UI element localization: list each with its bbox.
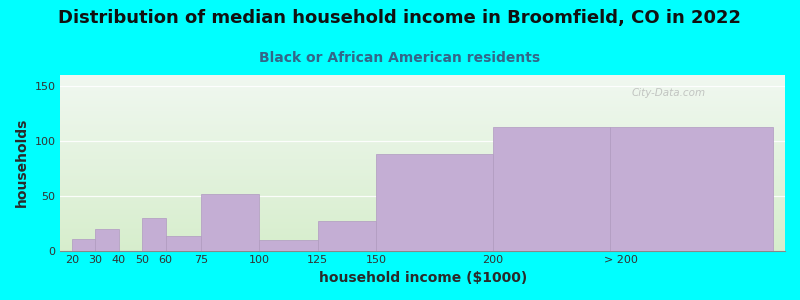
Bar — [610, 127, 774, 250]
Bar — [95, 229, 119, 250]
X-axis label: household income ($1000): household income ($1000) — [318, 271, 527, 285]
Bar — [318, 221, 376, 250]
Y-axis label: households: households — [15, 118, 29, 208]
Text: Black or African American residents: Black or African American residents — [259, 51, 541, 65]
Bar — [376, 154, 493, 250]
Bar — [142, 218, 166, 250]
Bar — [166, 236, 201, 250]
Bar — [72, 238, 95, 250]
Bar — [493, 127, 610, 250]
Text: Distribution of median household income in Broomfield, CO in 2022: Distribution of median household income … — [58, 9, 742, 27]
Bar — [259, 240, 318, 250]
Bar — [201, 194, 259, 250]
Text: City-Data.com: City-Data.com — [632, 88, 706, 98]
